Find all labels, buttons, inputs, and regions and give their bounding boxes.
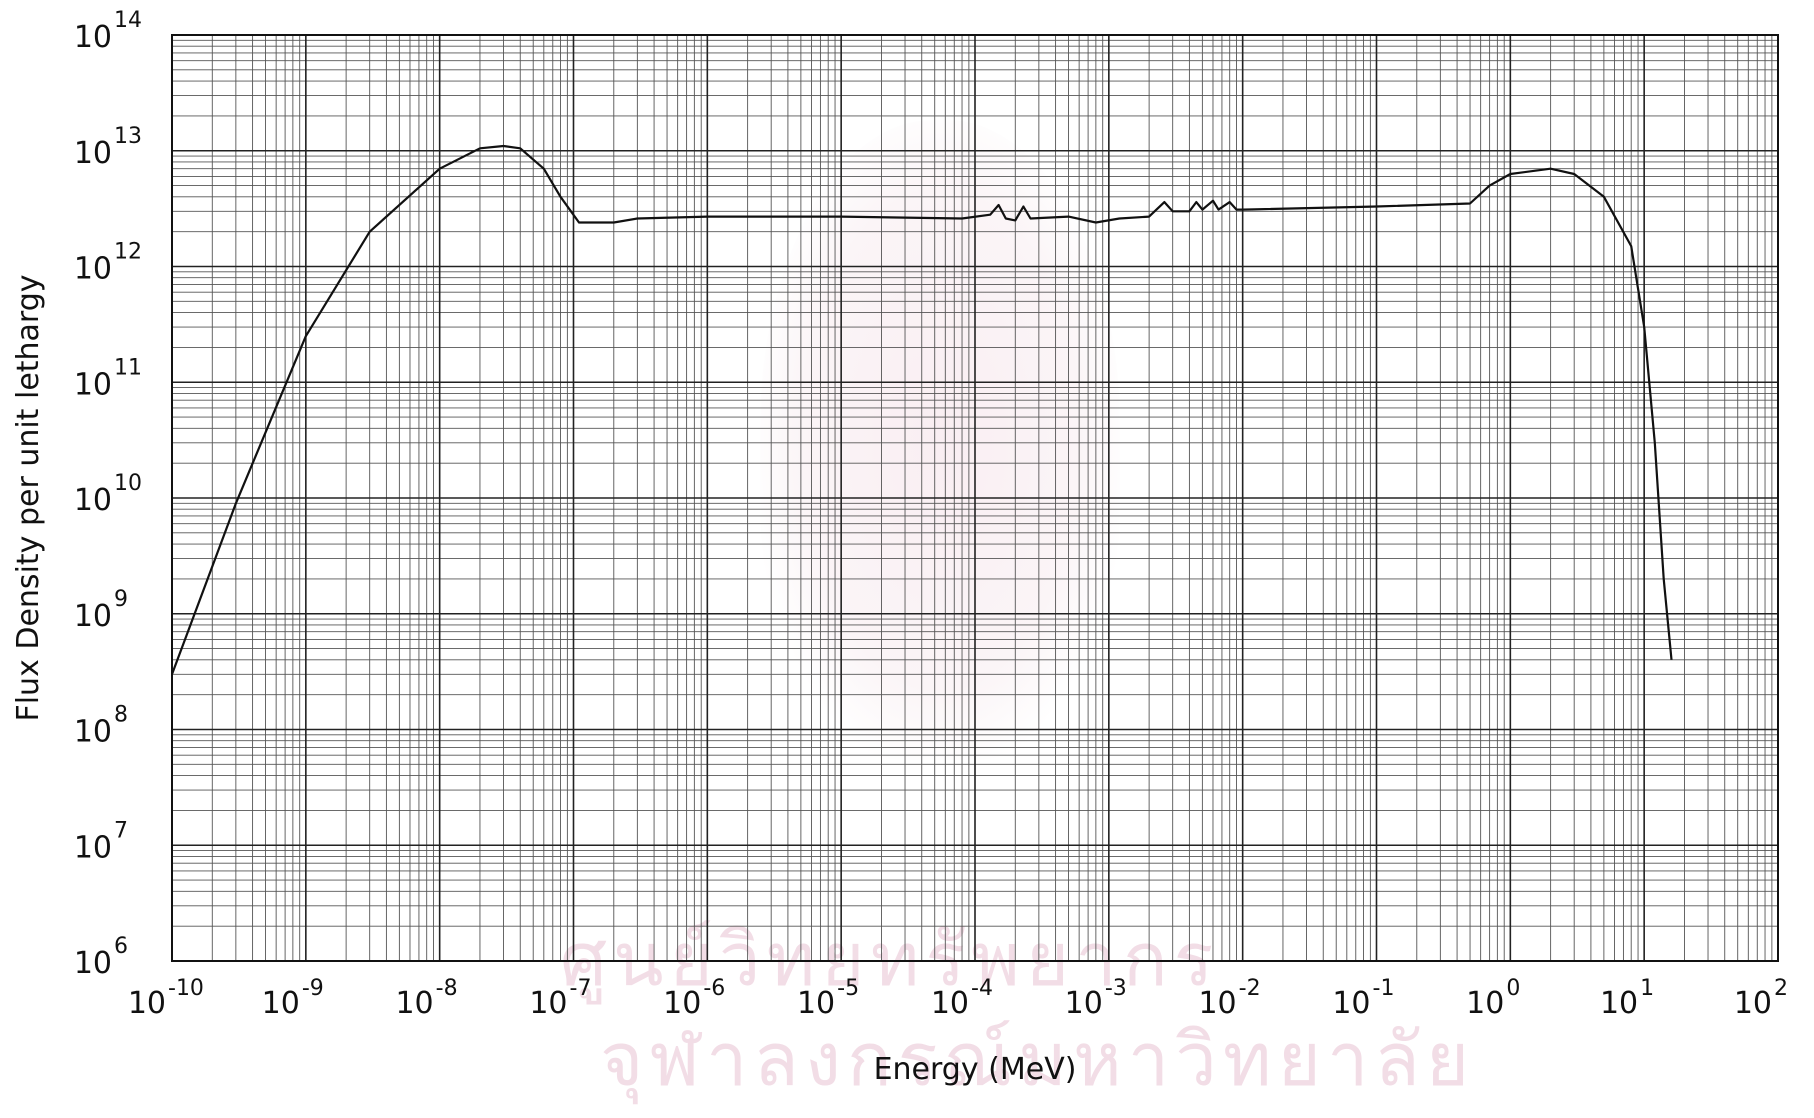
x-tick-label: 10 -3 <box>1065 976 1127 1021</box>
x-tick-label: 10 -8 <box>395 976 457 1021</box>
y-tick-base: 10 <box>74 136 112 171</box>
x-tick-base: 10 <box>529 986 567 1021</box>
y-tick-label: 10 7 <box>74 818 128 865</box>
x-tick-label: 10 2 <box>1734 976 1788 1021</box>
x-tick-exponent: -1 <box>1373 976 1395 1001</box>
x-tick-base: 10 <box>262 986 300 1021</box>
x-tick-labels: 10 -10 10 -9 10 -8 10 -7 10 -6 10 -5 10 -4 10 -3 10 -2 10-… <box>128 976 1788 1021</box>
y-tick-label: 10 6 <box>74 934 128 981</box>
y-tick-base: 10 <box>74 715 112 750</box>
y-tick-exponent: 13 <box>114 124 142 149</box>
y-tick-base: 10 <box>74 483 112 518</box>
x-tick-label: 10 -9 <box>262 976 324 1021</box>
x-tick-exponent: 0 <box>1506 976 1520 1001</box>
y-tick-base: 10 <box>74 367 112 402</box>
x-tick-base: 10 <box>1466 986 1504 1021</box>
x-tick-base: 10 <box>663 986 701 1021</box>
x-tick-exponent: 1 <box>1640 976 1654 1001</box>
y-tick-exponent: 12 <box>114 240 142 265</box>
y-tick-label: 10 8 <box>74 703 128 750</box>
x-tick-base: 10 <box>797 986 835 1021</box>
flux-spectrum-chart: 10 -10 10 -9 10 -8 10 -7 10 -6 10 -5 10 -4 10 -3 10 -2 10-… <box>11 8 1788 1087</box>
x-tick-label: 10 1 <box>1600 976 1654 1021</box>
y-tick-label: 10 12 <box>74 240 142 287</box>
x-tick-exponent: -8 <box>436 976 458 1001</box>
x-tick-base: 10 <box>395 986 433 1021</box>
x-tick-exponent: -4 <box>971 976 993 1001</box>
x-tick-label: 10 0 <box>1466 976 1520 1021</box>
x-tick-exponent: -2 <box>1239 976 1261 1001</box>
x-tick-base: 10 <box>931 986 969 1021</box>
x-tick-base: 10 <box>1332 986 1370 1021</box>
x-tick-exponent: -6 <box>703 976 725 1001</box>
watermark-text-line2: จุฬาลงกรณ์มหาวิทยาลัย <box>600 1017 1476 1103</box>
y-tick-exponent: 9 <box>114 587 128 612</box>
x-tick-exponent: -9 <box>302 976 324 1001</box>
x-tick-base: 10 <box>1600 986 1638 1021</box>
y-axis-label: Flux Density per unit lethargy <box>11 274 46 721</box>
x-tick-exponent: -7 <box>570 976 592 1001</box>
y-tick-label: 10 13 <box>74 124 142 171</box>
series-line <box>170 144 1673 675</box>
y-tick-label: 10 9 <box>74 587 128 634</box>
y-tick-base: 10 <box>74 599 112 634</box>
y-tick-label: 10 11 <box>74 355 142 402</box>
y-tick-exponent: 14 <box>114 8 142 33</box>
x-tick-base: 10 <box>1198 986 1236 1021</box>
y-tick-exponent: 11 <box>114 355 142 380</box>
x-tick-exponent: -10 <box>168 976 204 1001</box>
x-tick-label: 10 -2 <box>1198 976 1260 1021</box>
x-tick-exponent: -3 <box>1105 976 1127 1001</box>
y-tick-exponent: 7 <box>114 818 128 843</box>
y-tick-base: 10 <box>74 946 112 981</box>
y-tick-exponent: 6 <box>114 934 128 959</box>
x-tick-base: 10 <box>1734 986 1772 1021</box>
y-tick-exponent: 8 <box>114 703 128 728</box>
x-tick-exponent: -5 <box>837 976 859 1001</box>
x-axis-label: Energy (MeV) <box>874 1052 1077 1087</box>
x-tick-label: 10 -10 <box>128 976 204 1021</box>
y-tick-exponent: 10 <box>114 471 142 496</box>
x-tick-label: 10 -7 <box>529 976 591 1021</box>
plot-frame <box>171 34 1779 962</box>
y-tick-label: 10 10 <box>74 471 142 518</box>
x-tick-base: 10 <box>128 986 166 1021</box>
x-tick-label: 10 -1 <box>1332 976 1394 1021</box>
y-tick-base: 10 <box>74 252 112 287</box>
x-tick-base: 10 <box>1065 986 1103 1021</box>
y-tick-base: 10 <box>74 830 112 865</box>
y-tick-base: 10 <box>74 20 112 55</box>
x-tick-label: 10 -4 <box>931 976 993 1021</box>
x-tick-label: 10 -6 <box>663 976 725 1021</box>
major-grid <box>172 35 1778 961</box>
y-tick-label: 10 14 <box>74 8 142 55</box>
x-tick-label: 10 -5 <box>797 976 859 1021</box>
x-tick-exponent: 2 <box>1774 976 1788 1001</box>
